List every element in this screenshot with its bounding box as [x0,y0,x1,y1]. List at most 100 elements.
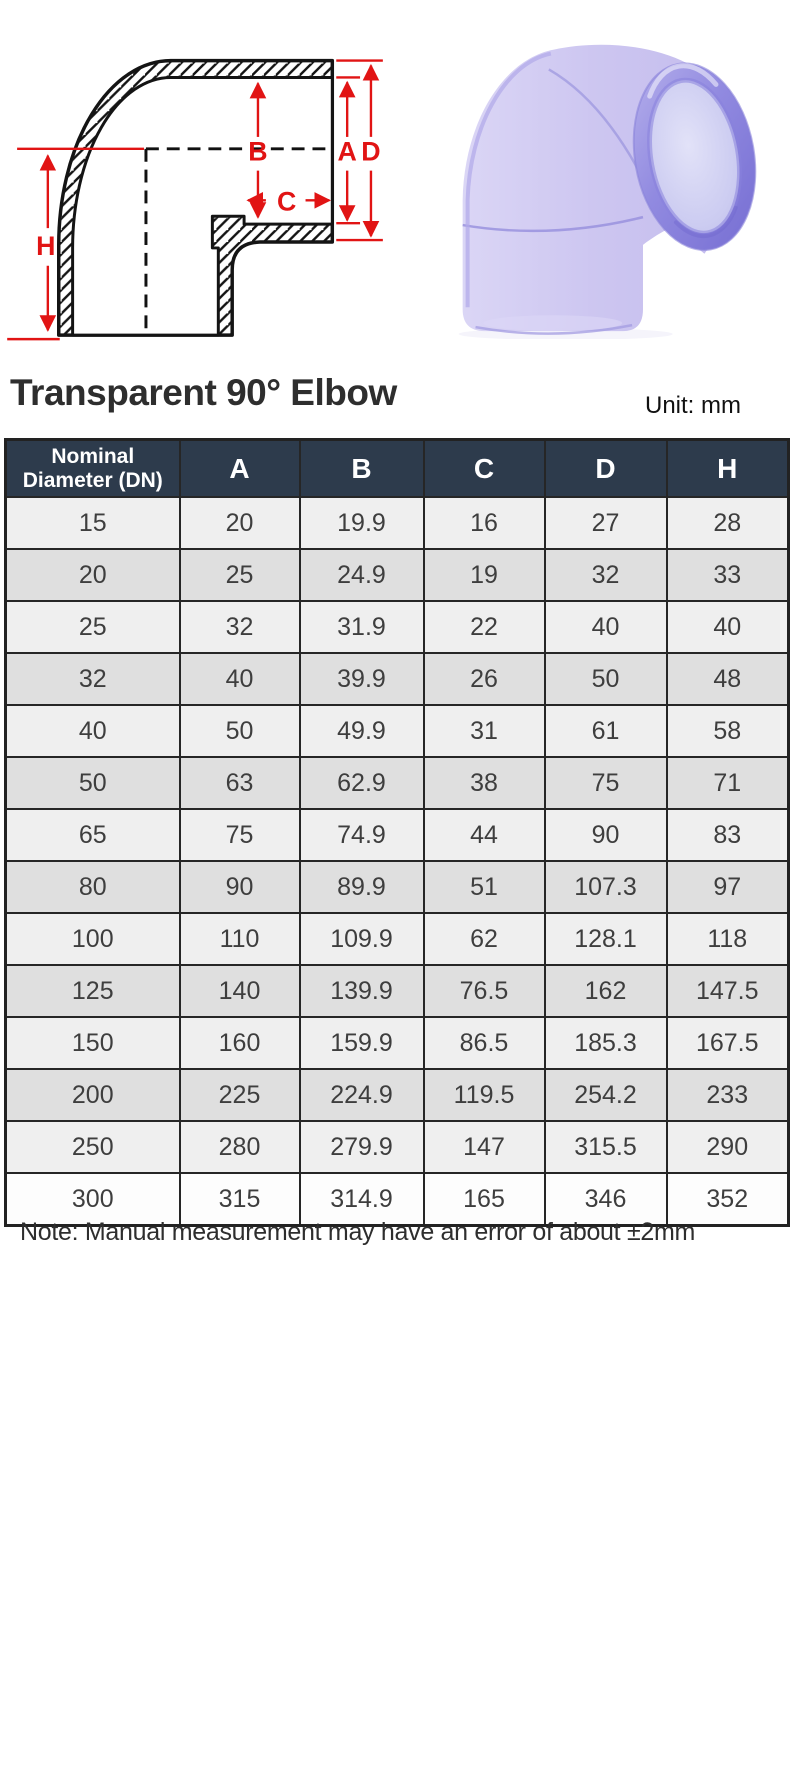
table-cell: 24.9 [298,548,425,602]
table-cell: 89.9 [298,860,425,914]
page-title: Transparent 90° Elbow [10,372,397,413]
dim-label-h: H [36,231,55,261]
table-cell: 86.5 [422,1016,546,1070]
table-row: 65 75 74.9 44 90 83 [4,808,790,862]
dimension-lines [7,59,383,341]
table-cell: 50 [178,704,301,758]
table-cell: 61 [543,704,668,758]
dim-label-d: D [361,137,380,167]
table-cell: 22 [422,600,546,654]
table-row: 32 40 39.9 26 50 48 [4,652,790,706]
table-cell: 19 [422,548,546,602]
table-cell: 185.3 [543,1016,668,1070]
table-cell: 97 [665,860,790,914]
column-header: A [178,438,301,498]
table-cell: 250 [4,1120,181,1174]
table-row: 150 160 159.9 86.5 185.3 167.5 [4,1016,790,1070]
table-cell: 49.9 [298,704,425,758]
table-cell: 32 [4,652,181,706]
table-cell: 28 [665,496,790,550]
table-cell: 31 [422,704,546,758]
table-cell: 51 [422,860,546,914]
table-cell: 75 [178,808,301,862]
table-cell: 40 [665,600,790,654]
product-photo [458,44,757,339]
table-row: 300 315 314.9 165 346 352 [4,1172,790,1227]
table-cell: 39.9 [298,652,425,706]
table-cell: 16 [422,496,546,550]
table-cell: 280 [178,1120,301,1174]
table-cell: 50 [4,756,181,810]
table-cell: 147.5 [665,964,790,1018]
table-cell: 254.2 [543,1068,668,1122]
column-header: H [665,438,790,498]
table-cell: 225 [178,1068,301,1122]
elbow-bore-cavity [71,75,334,337]
table-row: 25 32 31.9 22 40 40 [4,600,790,654]
column-header: Nominal Diameter (DN) [4,438,181,498]
table-cell: 19.9 [298,496,425,550]
table-cell: 315 [178,1172,301,1227]
column-header: C [422,438,546,498]
unit-label: Unit: mm [645,392,741,419]
table-cell: 300 [4,1172,181,1227]
table-cell: 40 [178,652,301,706]
note-text: Note: Manual measurement may have an err… [20,1218,696,1246]
table-cell: 40 [4,704,181,758]
table-cell: 119.5 [422,1068,546,1122]
table-cell: 279.9 [298,1120,425,1174]
table-row: 80 90 89.9 51 107.3 97 [4,860,790,914]
table-cell: 200 [4,1068,181,1122]
column-header: D [543,438,668,498]
table-cell: 40 [543,600,668,654]
dim-label-a: A [338,137,357,167]
table-cell: 224.9 [298,1068,425,1122]
table-row: 125 140 139.9 76.5 162 147.5 [4,964,790,1018]
table-cell: 315.5 [543,1120,668,1174]
left-edge-highlight [465,51,552,308]
table-cell: 20 [4,548,181,602]
table-row: 100 110 109.9 62 128.1 118 [4,912,790,966]
table-cell: 32 [543,548,668,602]
table-cell: 31.9 [298,600,425,654]
dim-label-b: B [248,137,267,167]
table-cell: 20 [178,496,301,550]
technical-drawing: H B C A D [7,58,383,341]
table-cell: 38 [422,756,546,810]
table-cell: 71 [665,756,790,810]
table-cell: 160 [178,1016,301,1070]
table-cell: 346 [543,1172,668,1227]
table-cell: 125 [4,964,181,1018]
table-cell: 58 [665,704,790,758]
table-cell: 290 [665,1120,790,1174]
table-cell: 90 [178,860,301,914]
spec-table: Nominal Diameter (DN) A B C D H 15 20 19.9 16 27 2… [4,438,790,1227]
socket-seam [462,215,644,233]
table-cell: 83 [665,808,790,862]
table-cell: 159.9 [298,1016,425,1070]
table-cell: 118 [665,912,790,966]
table-cell: 352 [665,1172,790,1227]
table-cell: 25 [178,548,301,602]
table-cell: 110 [178,912,301,966]
table-cell: 140 [178,964,301,1018]
table-cell: 48 [665,652,790,706]
table-row: 40 50 49.9 31 61 58 [4,704,790,758]
table-cell: 147 [422,1120,546,1174]
column-header: B [298,438,425,498]
dim-label-c: C [277,186,296,216]
table-cell: 128.1 [543,912,668,966]
table-cell: 100 [4,912,181,966]
table-cell: 109.9 [298,912,425,966]
socket-ring [632,62,757,251]
table-row: 20 25 24.9 19 32 33 [4,548,790,602]
table-cell: 33 [665,548,790,602]
table-cell: 50 [543,652,668,706]
table-cell: 75 [543,756,668,810]
table-cell: 167.5 [665,1016,790,1070]
table-row: 15 20 19.9 16 27 28 [4,496,790,550]
table-cell: 62 [422,912,546,966]
table-cell: 63 [178,756,301,810]
table-cell: 233 [665,1068,790,1122]
